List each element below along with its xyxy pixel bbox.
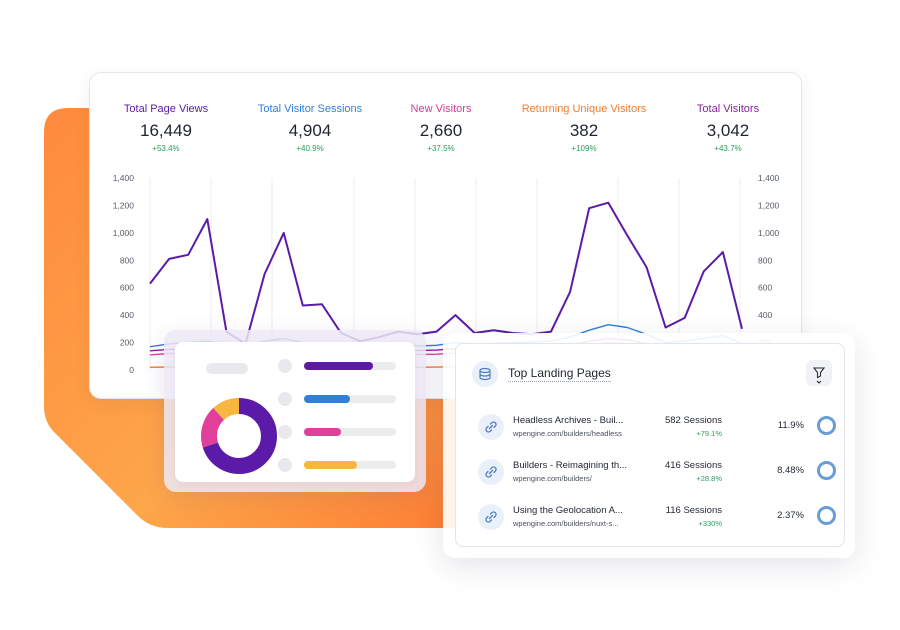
bar-track <box>304 428 396 436</box>
bar-track <box>304 395 396 403</box>
y-tick-left: 0 <box>129 365 134 375</box>
stat-label: Total Visitors <box>696 103 760 115</box>
bar-track <box>304 461 396 469</box>
stat-total-page-views: Total Page Views 16,449 +53.4% <box>124 103 208 153</box>
stat-value: 3,042 <box>706 121 750 140</box>
legend-dot <box>278 359 292 373</box>
link-icon <box>478 504 504 530</box>
sessions-change: +79.1% <box>696 429 722 438</box>
stat-change: +40.9% <box>296 144 324 153</box>
link-icon <box>478 414 504 440</box>
breakdown-card <box>164 330 426 492</box>
stat-new-visitors: New Visitors 2,660 +37.5% <box>411 103 472 153</box>
stat-total-visitors: Total Visitors 3,042 +43.7% <box>697 103 759 153</box>
filter-icon <box>812 367 826 384</box>
bar-fill <box>304 362 373 370</box>
stat-total-visitor-sessions: Total Visitor Sessions 4,904 +40.9% <box>258 103 362 153</box>
y-tick-right: 800 <box>758 255 772 265</box>
y-tick-left: 800 <box>120 255 134 265</box>
page-url: wpengine.com/builders/ <box>513 474 592 483</box>
legend-dot <box>278 458 292 472</box>
landing-page-row[interactable]: Using the Geolocation A... wpengine.com/… <box>456 498 844 538</box>
page-url: wpengine.com/builders/headless <box>513 429 622 438</box>
sessions-change: +28.8% <box>696 474 722 483</box>
bar-fill <box>304 461 358 469</box>
page-title[interactable]: Builders - Reimagining th... <box>513 460 628 471</box>
landing-page-row[interactable]: Headless Archives - Buil... wpengine.com… <box>456 408 844 448</box>
series-line <box>149 201 743 345</box>
y-tick-right: 600 <box>758 283 772 293</box>
sessions-count: 416 Sessions <box>664 460 722 471</box>
stat-returning-unique-visitors: Returning Unique Visitors 382 +109% <box>522 103 647 153</box>
bar-fill <box>304 395 350 403</box>
breakdown-card-inner <box>175 342 415 482</box>
stat-change: +37.5% <box>427 144 455 153</box>
top-landing-pages-panel: Top Landing Pages Headless Archives - Bu… <box>455 343 845 547</box>
share-ring-icon <box>817 461 836 480</box>
y-tick-left: 600 <box>120 283 134 293</box>
y-tick-right: 400 <box>758 310 772 320</box>
stat-change: +43.7% <box>714 144 742 153</box>
filter-button[interactable] <box>806 360 832 386</box>
stat-value: 4,904 <box>288 121 332 140</box>
stat-value: 2,660 <box>419 121 463 140</box>
link-icon <box>478 459 504 485</box>
placeholder-pill <box>206 363 248 374</box>
page-title[interactable]: Headless Archives - Buil... <box>513 415 624 426</box>
donut-chart <box>201 398 277 474</box>
stat-label: Total Visitor Sessions <box>257 103 363 115</box>
top-landing-pages-card: Top Landing Pages Headless Archives - Bu… <box>443 333 855 558</box>
bar-track <box>304 362 396 370</box>
legend-dot <box>278 425 292 439</box>
share-percent: 11.9% <box>777 420 804 431</box>
bar-fill <box>304 428 341 436</box>
stat-value: 382 <box>569 121 599 140</box>
y-tick-left: 400 <box>120 310 134 320</box>
y-tick-left: 200 <box>120 338 134 348</box>
y-tick-right: 1,200 <box>758 200 780 210</box>
sessions-count: 582 Sessions <box>664 415 722 426</box>
sessions-count: 116 Sessions <box>665 505 722 516</box>
landing-page-row[interactable]: Builders - Reimagining th... wpengine.co… <box>456 453 844 493</box>
legend-dot <box>278 392 292 406</box>
share-percent: 8.48% <box>777 465 804 476</box>
share-ring-icon <box>817 416 836 435</box>
database-icon <box>472 361 498 387</box>
y-tick-left: 1,400 <box>113 173 135 183</box>
stat-value: 16,449 <box>140 121 192 140</box>
donut-slice <box>201 398 277 474</box>
page-title[interactable]: Using the Geolocation A... <box>513 505 623 516</box>
stat-label: New Visitors <box>410 103 472 115</box>
stat-label: Returning Unique Visitors <box>521 103 647 115</box>
stat-change: +53.4% <box>152 144 180 153</box>
y-tick-left: 1,200 <box>113 200 135 210</box>
y-tick-right: 1,000 <box>758 228 780 238</box>
donut-slice <box>201 398 277 474</box>
y-tick-right: 1,400 <box>758 173 780 183</box>
share-ring-icon <box>817 506 836 525</box>
share-percent: 2.37% <box>777 510 804 521</box>
stat-change: +109% <box>571 144 597 153</box>
panel-title: Top Landing Pages <box>508 366 611 382</box>
y-tick-left: 1,000 <box>113 228 135 238</box>
sessions-change: +330% <box>698 519 722 528</box>
page-url: wpengine.com/builders/nuxt-s... <box>513 519 619 528</box>
stat-label: Total Page Views <box>123 103 209 115</box>
